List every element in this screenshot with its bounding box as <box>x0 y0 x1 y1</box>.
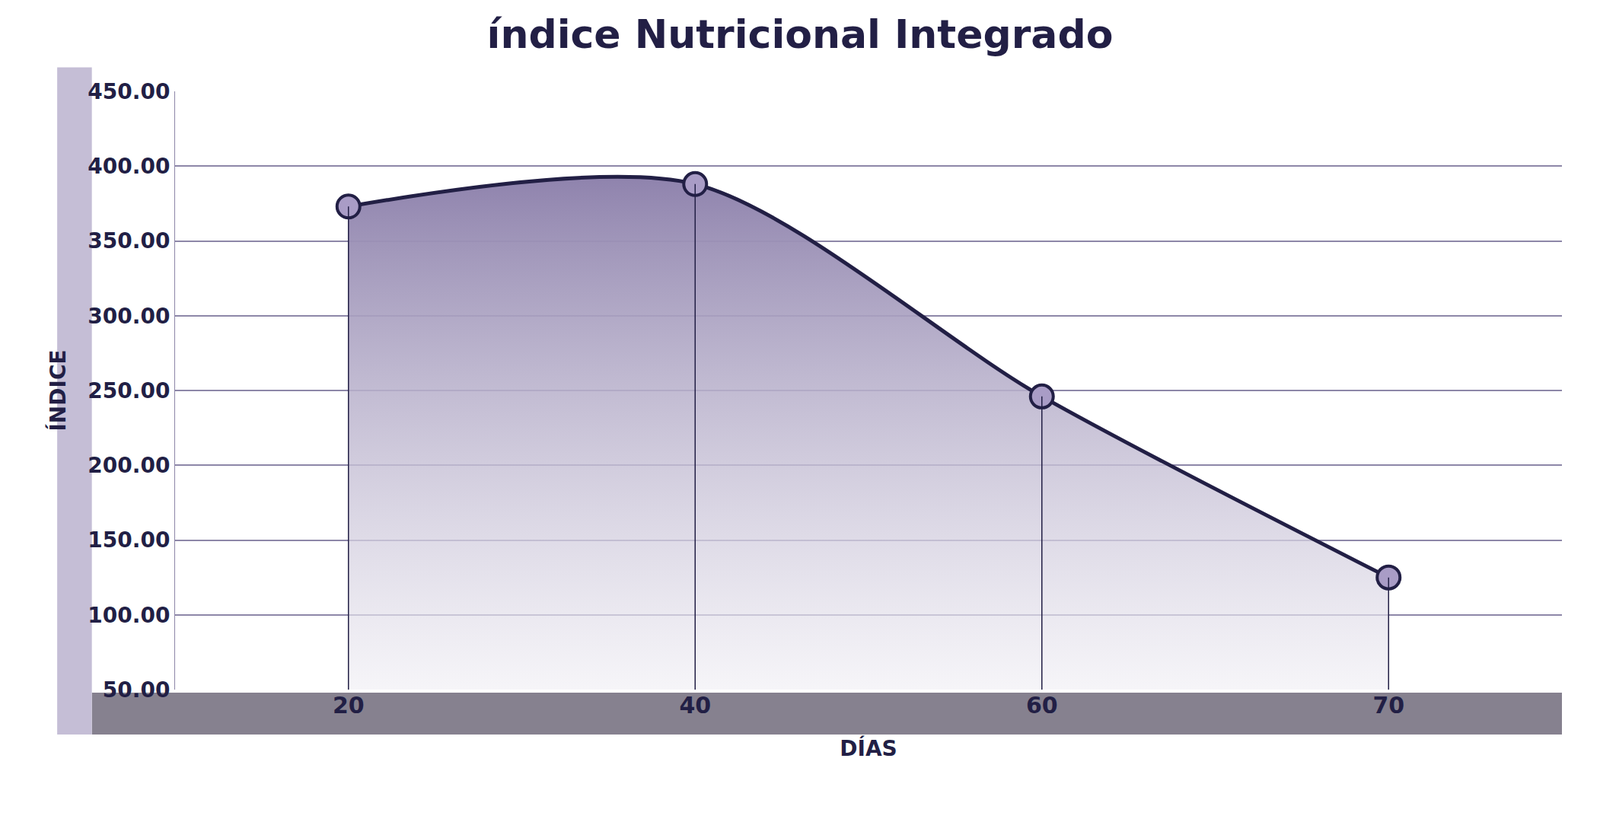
svg-text:150.00: 150.00 <box>87 527 170 553</box>
svg-text:índice Nutricional Integrado: índice Nutricional Integrado <box>487 11 1114 58</box>
svg-text:350.00: 350.00 <box>87 228 170 254</box>
svg-text:450.00: 450.00 <box>87 79 170 105</box>
svg-text:40: 40 <box>678 691 711 719</box>
svg-text:70: 70 <box>1372 691 1405 719</box>
svg-text:400.00: 400.00 <box>87 153 170 179</box>
svg-text:200.00: 200.00 <box>87 452 170 479</box>
svg-text:300.00: 300.00 <box>87 303 170 329</box>
svg-text:20: 20 <box>332 691 365 719</box>
svg-text:60: 60 <box>1026 691 1059 719</box>
svg-text:50.00: 50.00 <box>102 677 171 703</box>
svg-text:ÍNDICE: ÍNDICE <box>44 349 71 431</box>
svg-text:100.00: 100.00 <box>87 602 170 628</box>
svg-text:250.00: 250.00 <box>87 378 170 404</box>
svg-text:DÍAS: DÍAS <box>839 735 898 762</box>
